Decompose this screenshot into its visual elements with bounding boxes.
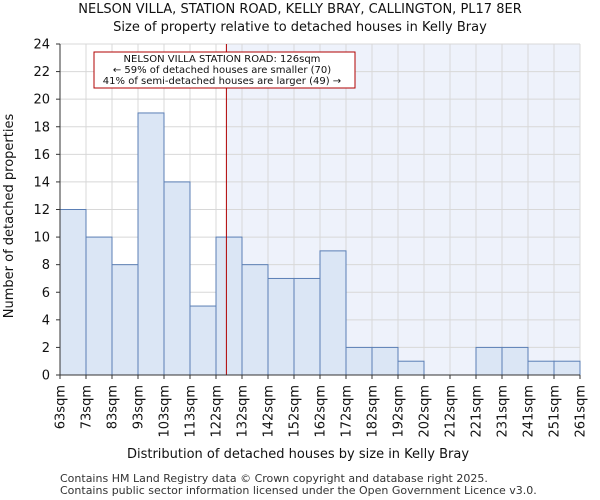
x-tick-label: 221sqm [470, 385, 485, 438]
y-tick-label: 20 [33, 93, 50, 108]
x-tick-labels: 63sqm 73sqm 83sqm 93sqm 103sqm 113sqm 122sqm 13… [54, 375, 589, 438]
y-tick-label: 6 [42, 286, 50, 301]
x-tick-label: 202sqm [418, 385, 433, 438]
bar-83sqm [111, 264, 139, 376]
bar-93sqm [137, 112, 165, 376]
x-tick-label: 103sqm [158, 385, 173, 438]
bar-63sqm [59, 209, 87, 376]
annotation-box: NELSON VILLA STATION ROAD: 126sqm ← 59% … [93, 51, 356, 89]
x-tick-label: 142sqm [262, 385, 277, 438]
bar-132sqm [241, 264, 269, 376]
x-tick-label: 83sqm [106, 385, 121, 429]
chart-title: NELSON VILLA, STATION ROAD, KELLY BRAY, … [78, 2, 521, 17]
x-tick-label: 93sqm [132, 385, 147, 429]
bar-152sqm [293, 277, 321, 376]
y-tick-label: 18 [33, 120, 50, 135]
y-tick-label: 24 [33, 38, 50, 53]
y-tick-label: 16 [33, 148, 50, 163]
x-tick-label: 261sqm [574, 385, 589, 438]
bar-172sqm [345, 346, 373, 376]
x-tick-label: 162sqm [314, 385, 329, 438]
x-tick-label: 241sqm [522, 385, 537, 438]
bar-192sqm [397, 360, 425, 376]
bars [59, 112, 581, 376]
y-tick-label: 4 [42, 313, 50, 328]
x-tick-label: 113sqm [184, 385, 199, 438]
y-tick-label: 10 [33, 231, 50, 246]
x-axis-label: Distribution of detached houses by size … [127, 447, 469, 462]
bar-231sqm [501, 346, 529, 376]
bar-251sqm [553, 360, 581, 376]
annotation-line-2: ← 59% of detached houses are smaller (70… [113, 65, 331, 76]
x-tick-label: 122sqm [210, 385, 225, 438]
bar-162sqm [319, 250, 347, 376]
y-axis-label: Number of detached properties [2, 114, 17, 319]
x-tick-label: 192sqm [392, 385, 407, 438]
annotation-frame [93, 51, 356, 89]
bar-122sqm [215, 236, 243, 376]
x-tick-label: 152sqm [288, 385, 303, 438]
x-tick-label: 251sqm [548, 385, 563, 438]
bar-182sqm [371, 346, 399, 376]
bar-103sqm [163, 181, 191, 376]
y-tick-label: 22 [33, 65, 50, 80]
chart-subtitle: Size of property relative to detached ho… [113, 20, 487, 35]
footer-line-1: Contains HM Land Registry data © Crown c… [60, 472, 488, 485]
annotation-line-1: NELSON VILLA STATION ROAD: 126sqm [124, 54, 321, 65]
footer-line-2: Contains public sector information licen… [60, 484, 537, 497]
y-tick-label: 12 [33, 203, 50, 218]
x-tick-label: 132sqm [236, 385, 251, 438]
bar-241sqm [527, 360, 555, 376]
x-tick-label: 63sqm [54, 385, 69, 429]
x-tick-label: 182sqm [366, 385, 381, 438]
y-tick-label: 14 [33, 175, 50, 190]
x-tick-label: 73sqm [80, 385, 95, 429]
bar-142sqm [267, 277, 295, 376]
y-tick-label: 2 [42, 341, 50, 356]
x-tick-label: 212sqm [444, 385, 459, 438]
bar-73sqm [85, 236, 113, 376]
annotation-line-3: 41% of semi-detached houses are larger (… [103, 76, 341, 87]
bar-221sqm [475, 346, 503, 376]
bar-113sqm [189, 305, 217, 376]
x-tick-label: 231sqm [496, 385, 511, 438]
y-tick-label: 8 [42, 258, 50, 273]
y-tick-label: 0 [42, 369, 50, 384]
x-tick-label: 172sqm [340, 385, 355, 438]
